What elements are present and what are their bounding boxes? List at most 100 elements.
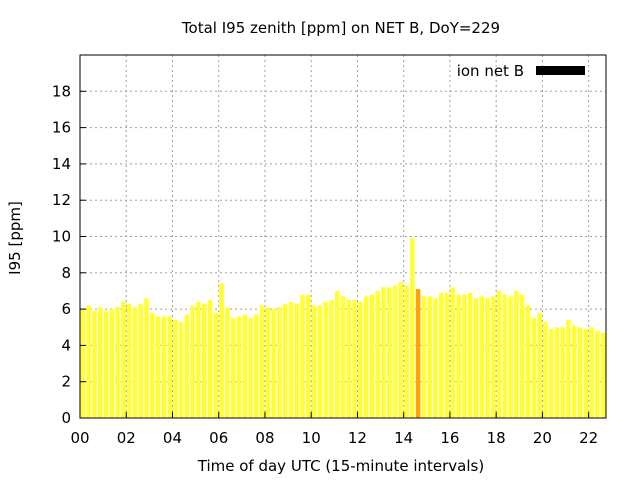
bar — [323, 301, 328, 418]
bar — [161, 316, 167, 418]
bar — [103, 310, 109, 418]
bar — [236, 316, 242, 418]
bar — [392, 285, 398, 418]
y-tick-label: 8 — [61, 264, 71, 282]
bar — [479, 296, 484, 418]
bar — [491, 296, 496, 418]
bar — [398, 281, 404, 419]
bar — [115, 307, 120, 418]
y-tick-label: 16 — [52, 119, 71, 137]
bar — [213, 312, 219, 418]
bar — [410, 238, 415, 418]
bar — [259, 305, 265, 418]
legend: ion net B — [457, 62, 585, 80]
x-tick-label: 00 — [70, 429, 89, 447]
bar — [415, 289, 421, 418]
bar — [386, 287, 392, 418]
bar — [375, 290, 380, 418]
bar — [207, 300, 213, 418]
bar — [485, 298, 490, 418]
bar — [282, 303, 288, 418]
bar — [230, 318, 236, 418]
bar — [421, 296, 427, 418]
bar — [202, 303, 207, 418]
bar — [554, 327, 560, 418]
bar — [173, 319, 178, 418]
chart-title: Total I95 zenith [ppm] on NET B, DoY=229 — [181, 19, 500, 37]
y-tick-label: 12 — [52, 191, 71, 209]
y-axis-label: I95 [ppm] — [6, 201, 24, 275]
bar — [439, 292, 444, 418]
y-tick-label: 18 — [52, 82, 71, 100]
y-tick-label: 4 — [61, 336, 71, 354]
bar — [300, 294, 305, 418]
bar — [473, 298, 479, 418]
bar — [317, 305, 323, 418]
bar — [150, 312, 155, 418]
x-tick-label: 18 — [487, 429, 506, 447]
x-tick-label: 04 — [163, 429, 182, 447]
x-tick-label: 14 — [394, 429, 413, 447]
bar — [369, 294, 375, 418]
x-tick-label: 08 — [255, 429, 274, 447]
y-tick-label: 14 — [52, 155, 71, 173]
bar — [363, 296, 369, 418]
bar — [514, 290, 519, 418]
bar — [508, 296, 513, 418]
bar — [595, 330, 600, 418]
bar — [265, 307, 271, 418]
x-tick-label: 12 — [348, 429, 367, 447]
x-tick-label: 22 — [579, 429, 598, 447]
bars — [80, 238, 606, 419]
bar — [132, 307, 138, 418]
bar — [288, 301, 294, 418]
bar — [525, 305, 531, 418]
y-tick-label: 10 — [52, 228, 71, 246]
y-tick-label: 6 — [61, 300, 71, 318]
bar — [306, 294, 311, 418]
legend-swatch — [536, 66, 585, 75]
bar — [502, 294, 508, 418]
bar — [450, 287, 456, 418]
bar — [144, 298, 149, 418]
bar — [242, 314, 247, 418]
bar — [80, 309, 86, 418]
bar — [433, 298, 438, 418]
bar — [577, 327, 583, 418]
bar — [97, 307, 103, 418]
bar — [571, 325, 577, 418]
bar — [589, 327, 594, 418]
legend-label: ion net B — [457, 62, 524, 80]
bar — [155, 316, 161, 418]
bar — [548, 329, 554, 418]
bar — [248, 318, 253, 418]
bar — [277, 307, 282, 418]
bar — [566, 319, 571, 418]
bar — [519, 294, 525, 418]
bar — [178, 321, 184, 418]
bar — [329, 300, 334, 418]
y-tick-label: 2 — [61, 373, 71, 391]
bar — [92, 310, 97, 418]
bar — [560, 327, 565, 418]
bar — [456, 294, 461, 418]
y-tick-label: 0 — [61, 409, 71, 427]
bar — [334, 290, 340, 418]
bar — [346, 300, 352, 418]
bar — [271, 309, 276, 418]
bar — [531, 318, 536, 418]
bar — [496, 290, 502, 418]
bar — [219, 283, 224, 418]
bar — [311, 305, 317, 418]
x-tick-label: 02 — [117, 429, 136, 447]
bar — [352, 300, 357, 418]
bar — [126, 303, 132, 418]
bar — [196, 301, 201, 418]
bar — [462, 294, 467, 418]
bar — [138, 303, 143, 418]
bar — [467, 292, 473, 418]
bar — [184, 314, 190, 418]
grid-lines — [80, 55, 606, 418]
